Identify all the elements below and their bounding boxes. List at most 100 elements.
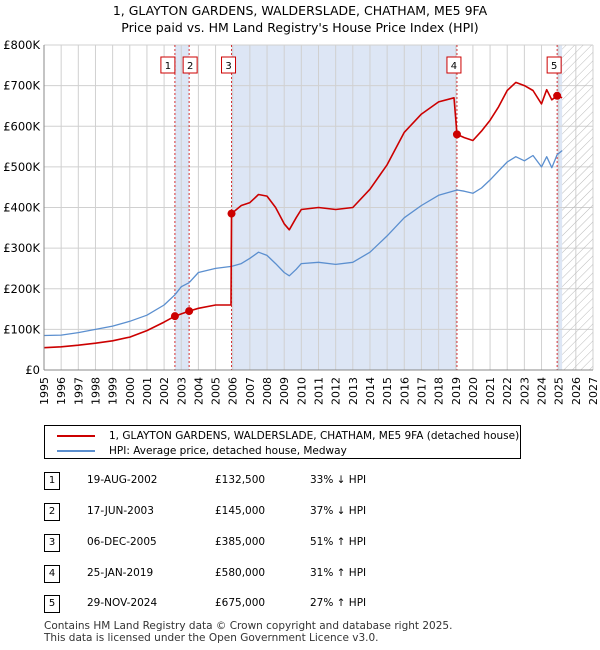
x-tick-label: 2006: [227, 377, 240, 405]
sale-marker-label: 1: [165, 61, 171, 72]
x-tick-label: 2003: [175, 377, 188, 405]
sale-hpi-diff: 33% ↓ HPI: [310, 474, 367, 486]
footer-licence: This data is licensed under the Open Gov…: [44, 632, 379, 644]
x-tick-label: 2007: [244, 377, 257, 405]
chart-title-line1: 1, GLAYTON GARDENS, WALDERSLADE, CHATHAM…: [112, 3, 488, 18]
legend-item-property: 1, GLAYTON GARDENS, WALDERSLADE, CHATHAM…: [57, 429, 519, 443]
sale-number: 5: [44, 595, 60, 613]
sale-point: [452, 130, 461, 139]
y-tick-label: £100K: [3, 322, 40, 336]
x-tick-label: 2000: [124, 377, 137, 405]
y-tick-label: £0: [25, 363, 40, 377]
x-tick-label: 2023: [518, 377, 531, 405]
x-tick-label: 2008: [261, 377, 274, 405]
sale-hpi-diff: 51% ↑ HPI: [310, 536, 367, 548]
sale-price: £385,000: [215, 536, 266, 548]
sale-date: 19-AUG-2002: [87, 474, 158, 486]
sale-marker-labels: 1 2 3 4 5: [160, 56, 562, 74]
sale-marker-box: [182, 56, 198, 74]
legend-label-property: 1, GLAYTON GARDENS, WALDERSLADE, CHATHAM…: [109, 430, 520, 442]
sale-marker-box: [546, 56, 562, 74]
sale-point: [227, 209, 236, 218]
x-tick-label: 2009: [278, 377, 291, 405]
axes: [43, 45, 593, 371]
sale-points: [170, 91, 562, 321]
sale-date: 06-DEC-2005: [87, 536, 157, 548]
sale-marker-label: 2: [187, 61, 193, 72]
sale-date: 25-JAN-2019: [87, 567, 154, 579]
legend-swatch-property: [57, 435, 95, 437]
sale-number: 1: [44, 472, 60, 490]
x-tick-label: 2011: [313, 377, 326, 405]
sale-point: [170, 312, 179, 321]
x-tick-label: 1995: [38, 377, 51, 405]
footer: Contains HM Land Registry data © Crown c…: [44, 620, 452, 644]
sale-marker-label: 4: [451, 61, 457, 72]
y-tick-label: £600K: [3, 119, 40, 133]
y-tick-label: £300K: [3, 241, 40, 255]
x-tick-label: 2010: [295, 377, 308, 405]
sale-marker-label: 3: [225, 61, 231, 72]
sale-hpi-diff: 27% ↑ HPI: [310, 597, 367, 609]
x-tick-label: 2026: [570, 377, 583, 405]
x-tick-label: 2016: [398, 377, 411, 405]
y-tick-label: £500K: [3, 160, 40, 174]
x-tick-label: 2005: [210, 377, 223, 405]
x-tick-label: 2022: [501, 377, 514, 405]
sale-date: 17-JUN-2003: [87, 505, 154, 517]
sale-marker-box: [446, 56, 462, 74]
x-tick-label: 2014: [364, 377, 377, 405]
x-tick-label: 2015: [381, 377, 394, 405]
forecast-hatch: [562, 45, 593, 370]
x-tick-label: 2012: [330, 377, 343, 405]
sale-price: £132,500: [215, 474, 266, 486]
sale-price: £675,000: [215, 597, 266, 609]
x-tick-label: 1997: [72, 377, 85, 405]
hpi-line: [43, 150, 563, 337]
chart-subtitle: Price paid vs. HM Land Registry's House …: [121, 20, 479, 35]
sale-number: 4: [44, 565, 60, 583]
x-tick-label: 2004: [192, 377, 205, 405]
chart-title: 1, GLAYTON GARDENS, WALDERSLADE, CHATHAM…: [0, 2, 600, 36]
x-tick-label: 2021: [484, 377, 497, 405]
x-axis-ticks: 1995 1996 1997 1998 1999 2000 2001 2002 2003 2004…: [38, 377, 600, 405]
legend: 1, GLAYTON GARDENS, WALDERSLADE, CHATHAM…: [44, 425, 521, 459]
x-tick-label: 2025: [553, 377, 566, 405]
grid-lines: [43, 44, 594, 371]
footer-copyright: Contains HM Land Registry data © Crown c…: [44, 620, 453, 632]
x-tick-label: 1998: [89, 377, 102, 405]
y-axis-ticks: £0 £100K £200K £300K £400K £500K £600K £700K £80…: [3, 38, 40, 377]
legend-swatch-hpi: [57, 450, 95, 452]
x-tick-label: 2013: [347, 377, 360, 405]
x-tick-label: 2001: [141, 377, 154, 405]
x-tick-label: 1999: [107, 377, 120, 405]
legend-item-hpi: HPI: Average price, detached house, Medw…: [57, 444, 347, 458]
x-tick-label: 2020: [467, 377, 480, 405]
sale-number: 3: [44, 534, 60, 552]
x-tick-label: 2019: [450, 377, 463, 405]
x-tick-label: 2017: [415, 377, 428, 405]
x-tick-label: 2027: [587, 377, 600, 405]
sale-date: 29-NOV-2024: [87, 597, 158, 609]
price-chart: 1 2 3 4 5 £0 £100K £200K £300K £400K £500K £600K £7…: [3, 38, 600, 405]
sale-marker-box: [221, 56, 237, 74]
x-tick-label: 2018: [433, 377, 446, 405]
sale-hpi-diff: 31% ↑ HPI: [310, 567, 367, 579]
y-tick-label: £200K: [3, 282, 40, 296]
x-tick-label: 1996: [55, 377, 68, 405]
sale-marker-label: 5: [551, 61, 557, 72]
y-tick-label: £400K: [3, 201, 40, 215]
y-tick-label: £800K: [3, 38, 40, 52]
sale-point: [185, 307, 194, 316]
hatch-area: [562, 45, 593, 370]
x-tick-label: 2002: [158, 377, 171, 405]
legend-label-hpi: HPI: Average price, detached house, Medw…: [109, 445, 347, 457]
y-tick-label: £700K: [3, 79, 40, 93]
sale-point: [553, 91, 562, 100]
sale-number: 2: [44, 503, 60, 521]
sale-marker-box: [160, 56, 176, 74]
x-tick-label: 2024: [536, 377, 549, 405]
sale-price: £580,000: [215, 567, 266, 579]
sale-price: £145,000: [215, 505, 266, 517]
sale-hpi-diff: 37% ↓ HPI: [310, 505, 367, 517]
